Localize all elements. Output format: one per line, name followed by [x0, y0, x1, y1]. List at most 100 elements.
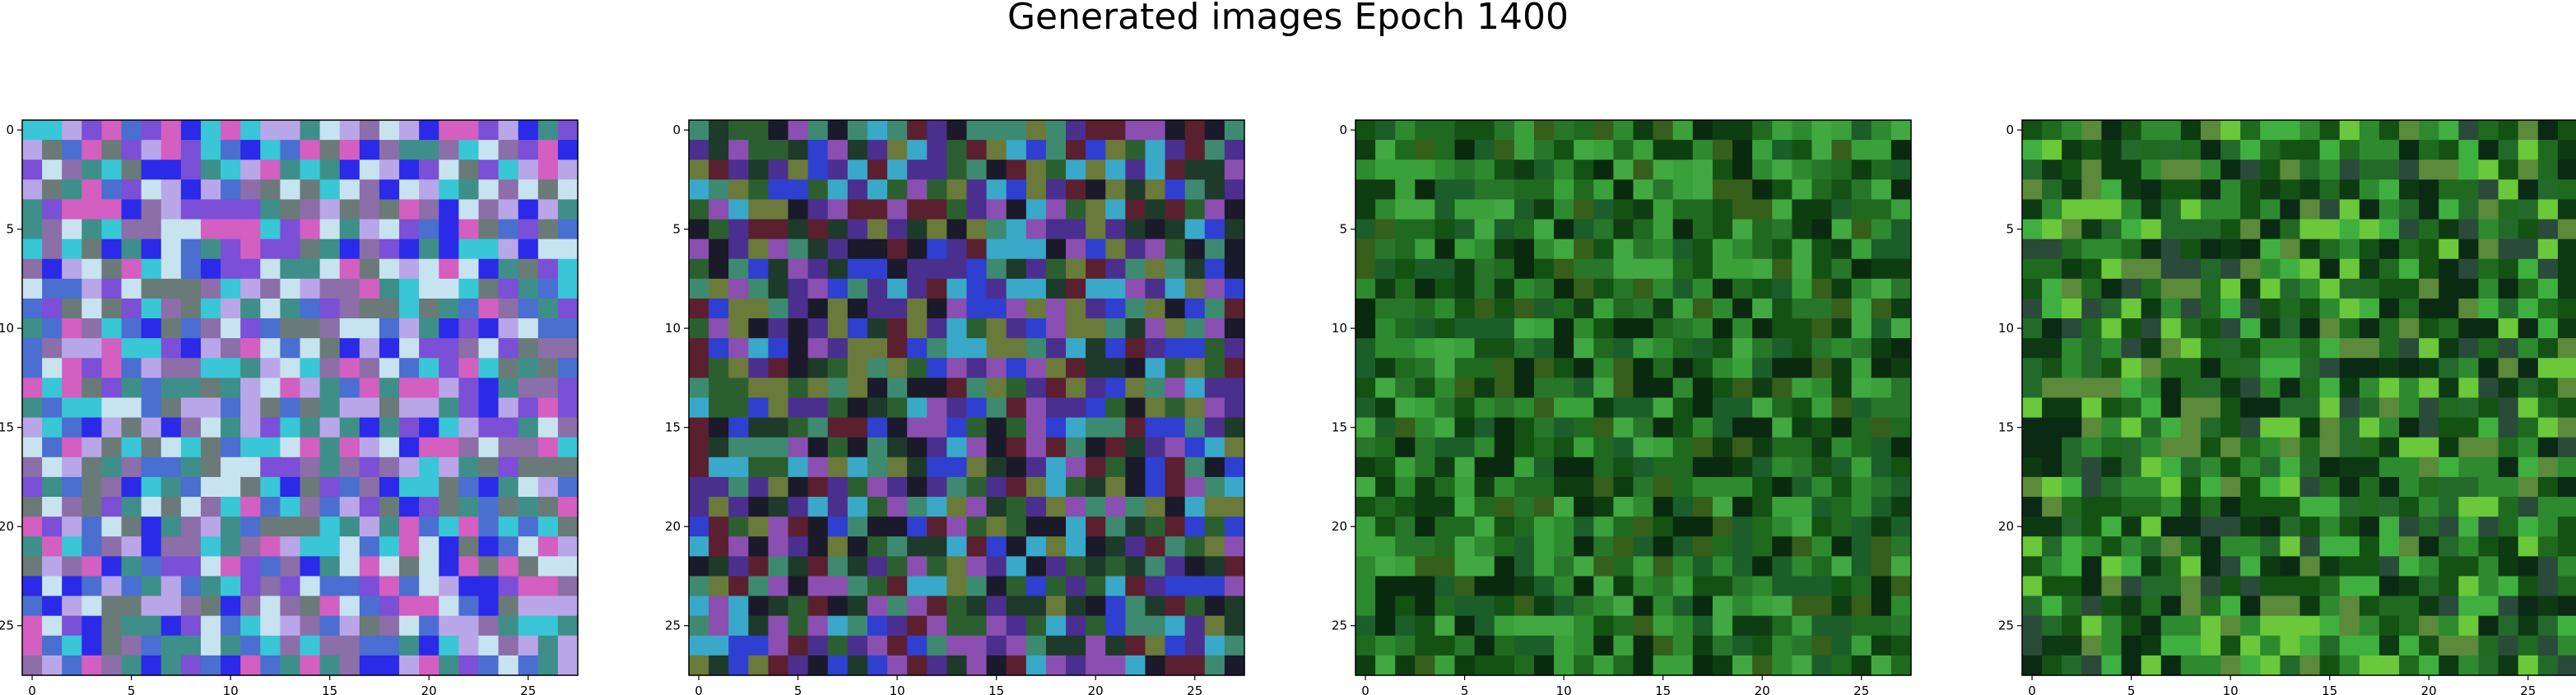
pixel [141, 160, 162, 180]
pixel [1574, 179, 1594, 201]
pixel [748, 615, 770, 637]
pixel [2160, 417, 2182, 438]
pixel [2180, 615, 2202, 637]
pixel [537, 635, 559, 656]
pixel [240, 338, 261, 359]
pixel [887, 595, 908, 617]
pixel [478, 219, 500, 240]
pixel [498, 199, 519, 220]
pixel [1692, 476, 1713, 498]
pixel [1355, 635, 1376, 656]
pixel [62, 417, 82, 438]
pixel [1165, 358, 1186, 378]
pixel [1672, 278, 1694, 299]
pixel [1533, 378, 1555, 399]
pixel [2339, 219, 2360, 240]
pixel [2180, 437, 2202, 458]
pixel [1454, 397, 1476, 419]
pixel [1165, 615, 1186, 637]
pixel [42, 120, 63, 141]
pixel [748, 199, 770, 220]
pixel [2042, 140, 2062, 160]
pixel [101, 437, 123, 458]
pixel [2478, 338, 2499, 359]
pixel [2121, 476, 2142, 498]
pixel [827, 497, 849, 517]
pixel [1514, 497, 1535, 517]
pixel [768, 556, 789, 577]
pixel [300, 476, 321, 498]
pixel [81, 635, 103, 656]
pixel [1554, 497, 1574, 517]
pixel [1692, 517, 1713, 537]
pixel [419, 437, 439, 458]
pixel [986, 655, 1007, 676]
x-tick-label: 20 [421, 683, 437, 695]
pixel [2378, 239, 2400, 260]
pixel [280, 278, 301, 299]
pixel [1415, 179, 1436, 201]
pixel [1772, 397, 1793, 419]
pixel [537, 338, 559, 359]
pixel [1831, 179, 1853, 201]
pixel [748, 120, 770, 141]
pixel [768, 278, 789, 299]
pixel [2458, 497, 2480, 517]
pixel [2399, 595, 2420, 617]
pixel [2062, 635, 2082, 656]
pixel [2319, 298, 2341, 319]
pixel [1355, 140, 1376, 160]
pixel [748, 378, 770, 399]
pixel [1415, 517, 1436, 537]
pixel [1811, 358, 1833, 378]
pixel [1692, 338, 1713, 359]
pixel [537, 358, 559, 378]
pixel [62, 378, 82, 399]
pixel [1066, 615, 1086, 637]
pixel [1375, 140, 1396, 160]
pixel [419, 517, 439, 537]
pixel [946, 456, 968, 478]
pixel [2240, 140, 2261, 160]
pixel [2537, 456, 2559, 478]
pixel [1184, 456, 1206, 478]
pixel [42, 140, 63, 160]
pixel [1792, 595, 1813, 617]
pixel [966, 397, 988, 419]
pixel [2319, 278, 2341, 299]
pixel [966, 258, 988, 280]
pixel [399, 536, 420, 557]
pixel [557, 338, 579, 359]
pixel [2537, 556, 2559, 577]
pixel [2280, 437, 2301, 458]
pixel [1851, 456, 1872, 478]
pixel [1692, 199, 1713, 220]
pixel [847, 140, 868, 160]
pixel [200, 338, 221, 359]
pixel [2062, 298, 2082, 319]
pixel [1792, 517, 1813, 537]
pixel [2478, 437, 2499, 458]
pixel [2260, 338, 2281, 359]
pixel [2518, 497, 2539, 517]
pixel [1165, 517, 1186, 537]
pixel [1434, 298, 1456, 319]
pixel [221, 160, 241, 180]
pixel [1792, 318, 1813, 339]
pixel [180, 140, 202, 160]
pixel [847, 258, 868, 280]
pixel [1434, 517, 1456, 537]
pixel [359, 199, 380, 220]
pixel [1533, 635, 1555, 656]
pixel [1831, 219, 1853, 240]
pixel [1732, 615, 1753, 637]
pixel [1045, 258, 1067, 280]
x-tick-label: 10 [1556, 683, 1572, 695]
pixel [1474, 595, 1495, 617]
pixel [2062, 160, 2082, 180]
pixel [1474, 278, 1495, 299]
pixel [1165, 160, 1186, 180]
pixel [2518, 417, 2539, 438]
pixel [22, 120, 43, 141]
pixel [1474, 437, 1495, 458]
